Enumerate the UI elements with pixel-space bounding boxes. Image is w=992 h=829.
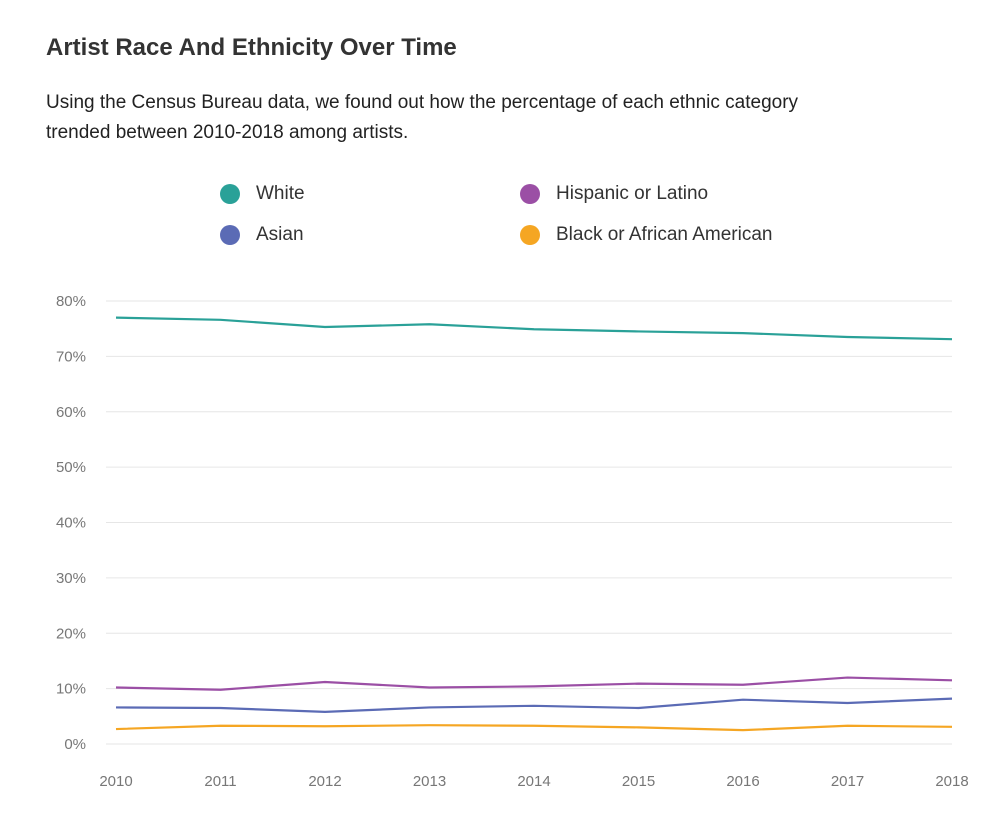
series-line-white[interactable] xyxy=(115,316,953,341)
x-tick-label: 2016 xyxy=(726,773,759,790)
legend-item-hispanic[interactable]: Hispanic or Latino xyxy=(520,180,708,208)
grid-lines xyxy=(106,300,952,745)
legend-item-black[interactable]: Black or African American xyxy=(520,221,772,249)
legend-label-white: White xyxy=(256,183,305,204)
y-tick-label: 10% xyxy=(56,681,86,698)
x-axis: 2010 2011 2012 2013 2014 2015 2016 2017 2018 xyxy=(99,773,968,790)
y-tick-label: 70% xyxy=(56,348,86,365)
legend-swatch-black xyxy=(520,225,540,245)
x-tick-label: 2011 xyxy=(204,773,236,790)
chart-legend: White Asian Hispanic or Latino Black or … xyxy=(220,180,860,250)
y-tick-label: 0% xyxy=(64,736,86,753)
y-tick-label: 60% xyxy=(56,404,86,421)
series-lines xyxy=(115,316,953,732)
legend-item-asian[interactable]: Asian xyxy=(220,221,304,249)
series-line-asian[interactable] xyxy=(115,697,953,713)
x-tick-label: 2012 xyxy=(308,773,341,790)
legend-label-hispanic: Hispanic or Latino xyxy=(556,183,709,204)
legend-swatch-white xyxy=(220,184,240,204)
x-tick-label: 2014 xyxy=(517,773,550,790)
x-tick-label: 2017 xyxy=(831,773,864,790)
legend-label-black: Black or African American xyxy=(556,224,773,245)
y-tick-label: 30% xyxy=(56,570,86,587)
y-axis: 0% 10% 20% 30% 40% 50% 60% 70% 80% xyxy=(56,293,86,753)
line-chart: 0%10%20%30%40%50%60%70%80% 2010 2011 2012 2… xyxy=(56,293,969,790)
chart-title: Artist Race And Ethnicity Over Time xyxy=(46,34,457,61)
x-tick-label: 2010 xyxy=(99,773,132,790)
series-line-hispanic-or-latino[interactable] xyxy=(115,676,953,691)
y-tick-label: 80% xyxy=(56,293,86,310)
y-tick-label: 40% xyxy=(56,515,86,532)
y-tick-label: 50% xyxy=(56,459,86,476)
x-tick-label: 2015 xyxy=(622,773,655,790)
x-tick-label: 2018 xyxy=(935,773,968,790)
legend-swatch-asian xyxy=(220,225,240,245)
legend-item-white[interactable]: White xyxy=(220,180,305,208)
series-line-black-or-african-american[interactable] xyxy=(115,724,953,732)
y-tick-label: 20% xyxy=(56,625,86,642)
legend-label-asian: Asian xyxy=(256,224,304,245)
x-tick-label: 2013 xyxy=(413,773,446,790)
legend-swatch-hispanic xyxy=(520,184,540,204)
chart-subtitle: Using the Census Bureau data, we found o… xyxy=(46,92,799,143)
